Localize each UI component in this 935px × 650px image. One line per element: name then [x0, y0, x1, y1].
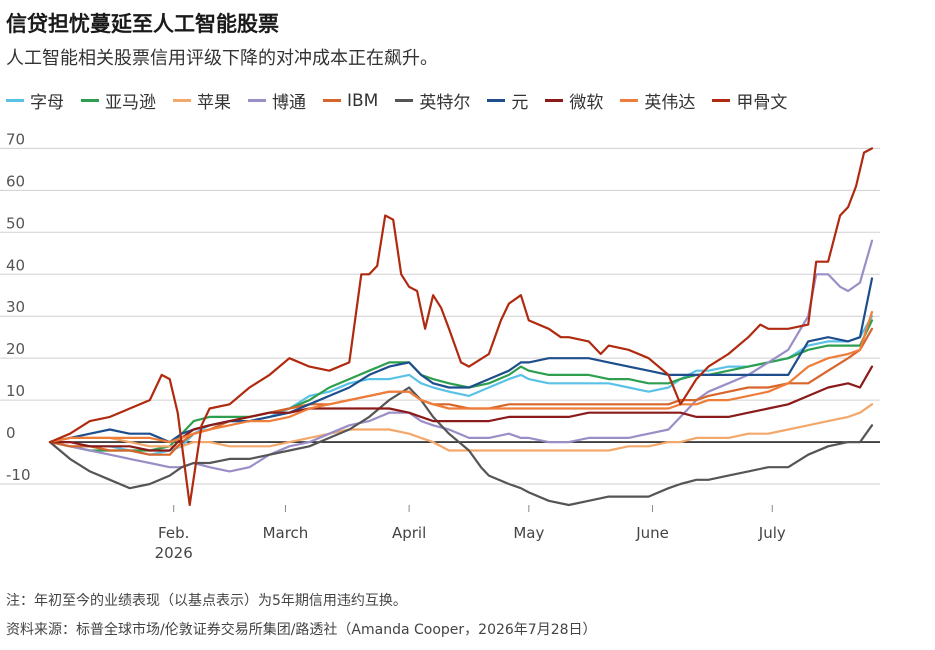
- chart-title: 信贷担忧蔓延至人工智能股票: [6, 12, 279, 36]
- y-tick-label: 60: [6, 172, 25, 190]
- y-tick-label: 0: [6, 424, 16, 442]
- x-tick-label: March: [263, 524, 309, 542]
- series-line-英特尔: [48, 386, 874, 507]
- legend-label: 甲骨文: [736, 93, 788, 113]
- series-line-亚马逊: [48, 319, 874, 452]
- legend-label: 英伟达: [644, 93, 696, 113]
- legend-item: 元: [487, 88, 528, 113]
- legend-item: 博通: [248, 88, 306, 113]
- series-line-甲骨文: [48, 147, 874, 507]
- x-tick-sublabel: 2026: [155, 544, 193, 562]
- legend-item: IBM: [323, 88, 378, 113]
- legend-item: 甲骨文: [712, 88, 787, 113]
- legend-label: 英特尔: [419, 93, 471, 113]
- y-tick-label: 10: [6, 382, 25, 400]
- x-tick-label: July: [758, 524, 786, 542]
- y-tick-label: 40: [6, 256, 25, 274]
- legend-swatch: [173, 99, 191, 102]
- legend-label: 苹果: [197, 93, 231, 113]
- legend-item: 英特尔: [395, 88, 470, 113]
- legend-swatch: [248, 99, 266, 102]
- legend-swatch: [395, 99, 414, 102]
- y-tick-label: 30: [6, 298, 25, 316]
- y-tick-label: 70: [6, 130, 25, 148]
- series-line-英伟达: [48, 310, 874, 444]
- footnote: 注：年初至今的业绩表现（以基点表示）为5年期信用违约互换。: [6, 593, 407, 609]
- chart-subtitle: 人工智能相关股票信用评级下降的对冲成本正在飙升。: [6, 48, 438, 69]
- y-tick-label: 20: [6, 340, 25, 358]
- y-tick-label: 50: [6, 214, 25, 232]
- legend-label: 博通: [272, 93, 306, 113]
- legend-swatch: [323, 99, 341, 102]
- series-line-字母: [48, 315, 874, 456]
- legend-item: 苹果: [173, 88, 231, 113]
- legend-item: 微软: [545, 88, 603, 113]
- x-tick-label: April: [392, 524, 426, 542]
- series-line-微软: [48, 365, 874, 452]
- x-tick-label: May: [513, 524, 544, 542]
- legend-label: 字母: [30, 93, 64, 113]
- legend: 字母 亚马逊 苹果 博通 IBM 英特尔 元 微软 英伟达 甲骨文: [6, 88, 804, 113]
- legend-swatch: [712, 99, 731, 102]
- legend-label: 微软: [569, 93, 604, 113]
- legend-label: 亚马逊: [105, 93, 156, 113]
- x-tick-label: June: [635, 524, 669, 542]
- legend-swatch: [81, 99, 99, 102]
- series-line-元: [48, 277, 874, 444]
- legend-item: 亚马逊: [81, 88, 156, 113]
- legend-label: IBM: [347, 90, 379, 111]
- series-line-博通: [48, 239, 874, 473]
- legend-swatch: [6, 99, 24, 102]
- legend-item: 字母: [6, 88, 64, 113]
- source-note: 资料来源：标普全球市场/伦敦证券交易所集团/路透社（Amanda Cooper，…: [6, 622, 597, 638]
- x-tick-label: Feb.: [158, 524, 189, 542]
- legend-swatch: [620, 99, 639, 102]
- legend-label: 元: [511, 93, 529, 113]
- legend-swatch: [487, 99, 506, 102]
- y-tick-label: -10: [6, 466, 31, 484]
- legend-swatch: [545, 99, 564, 102]
- legend-item: 英伟达: [620, 88, 695, 113]
